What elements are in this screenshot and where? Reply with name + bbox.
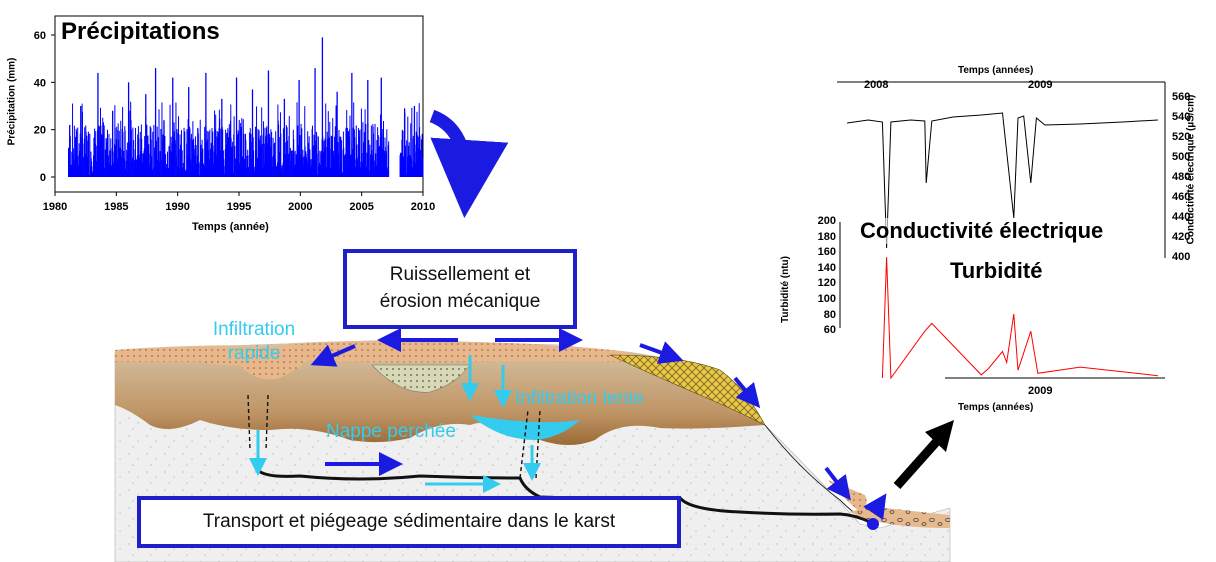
conductivity-series-line [847,112,1158,249]
conductivity-y-tick-label: 560 [1172,91,1191,103]
conductivity-y-tick-label: 460 [1172,191,1191,203]
turbidity-y-tick-label: 160 [817,246,836,259]
conductivity-y-tick-label: 520 [1172,131,1191,143]
perched-aquifer-label: Nappe perchée [326,421,456,442]
precip-x-tick-label: 1990 [165,201,189,213]
conductivity-y-tick-label: 420 [1172,231,1191,243]
conductivity-y-tick-label: 480 [1172,171,1191,183]
turbidity-y-tick-label: 140 [817,261,836,274]
precip-x-tick-label: 1985 [104,201,128,213]
precip-y-tick-label: 60 [34,30,46,42]
turbidity-y-tick-label: 120 [817,277,836,290]
conductivity-y-tick-label: 440 [1172,211,1191,223]
transport-text: Transport et piégeage sédimentaire dans … [202,510,616,532]
slope-arrow-3 [824,466,851,501]
precip-chart-title: Précipitations [61,18,220,45]
conductivity-y-tick-label: 500 [1172,151,1191,163]
output-arrowhead [925,420,954,452]
precip-bars [67,37,424,177]
turbidity-y-tick-label: 180 [817,230,836,243]
spring-up-arrow [863,493,887,520]
conductivity-y-tick-label: 540 [1172,111,1191,123]
conductivity-y-tick-label: 400 [1172,251,1191,263]
flow-arrows [310,109,887,520]
turbidity-y-tick-label: 100 [817,293,836,305]
turbidity-x-tick-2009: 2009 [1028,385,1053,397]
precip-axis: 0 20 40 60 1980 1985 1990 1995 2000 2005 2010 [34,30,435,213]
infiltration-arrows [249,355,541,493]
precip-x-axis-label: Temps (année) [192,221,269,233]
conductivity-title: Conductivité électrique [860,218,1104,244]
conductivity-top-tick-2008: 2008 [864,79,889,91]
turbidity-plot [839,222,1165,380]
precip-y-axis-label: Précipitation (mm) [6,57,18,146]
precip-x-tick-label: 1980 [43,201,67,213]
conductivity-top-tick-2009: 2009 [1028,79,1053,91]
turbidity-x-axis-label: Temps (années) [958,402,1034,413]
slope-arrow-1 [639,341,684,364]
turbidity-series-line [881,257,1158,380]
runoff-erosion-box: Ruissellement et érosion mécanique [343,249,577,329]
precip-x-tick-label: 2000 [288,201,312,213]
runoff-erosion-text: Ruissellement et érosion mécanique [379,264,541,312]
precip-x-tick-label: 2010 [411,201,435,213]
transport-box: Transport et piégeage sédimentaire dans … [137,496,681,548]
turbidity-y-tick-label: 60 [823,324,836,337]
turbidity-title: Turbidité [950,258,1043,284]
precip-y-tick-label: 40 [34,77,46,89]
precip-y-tick-label: 20 [34,125,46,137]
rapid-infiltration-label: Infiltration rapide [212,319,296,364]
precip-x-tick-label: 1995 [227,201,251,213]
conductivity-y-axis-label: Conductivité électrique (µS/cm) [1185,94,1197,245]
precip-x-tick-label: 2005 [349,201,373,213]
slope-arrow-2 [733,376,761,409]
runoff-left-arrow [310,344,356,367]
turbidity-y-tick-label: 80 [823,308,836,321]
output-arrow [893,437,942,489]
turbidity-y-axis-label: Turbidité (ntu) [780,255,792,324]
rain-to-karst-arrow [429,109,509,218]
precip-y-tick-label: 0 [40,172,46,184]
slow-infiltration-label: Infiltration lente [515,388,644,409]
turbidity-y-tick-label: 200 [817,215,836,227]
conductivity-plot [837,81,1166,258]
conductivity-top-axis-label: Temps (années) [958,65,1034,76]
